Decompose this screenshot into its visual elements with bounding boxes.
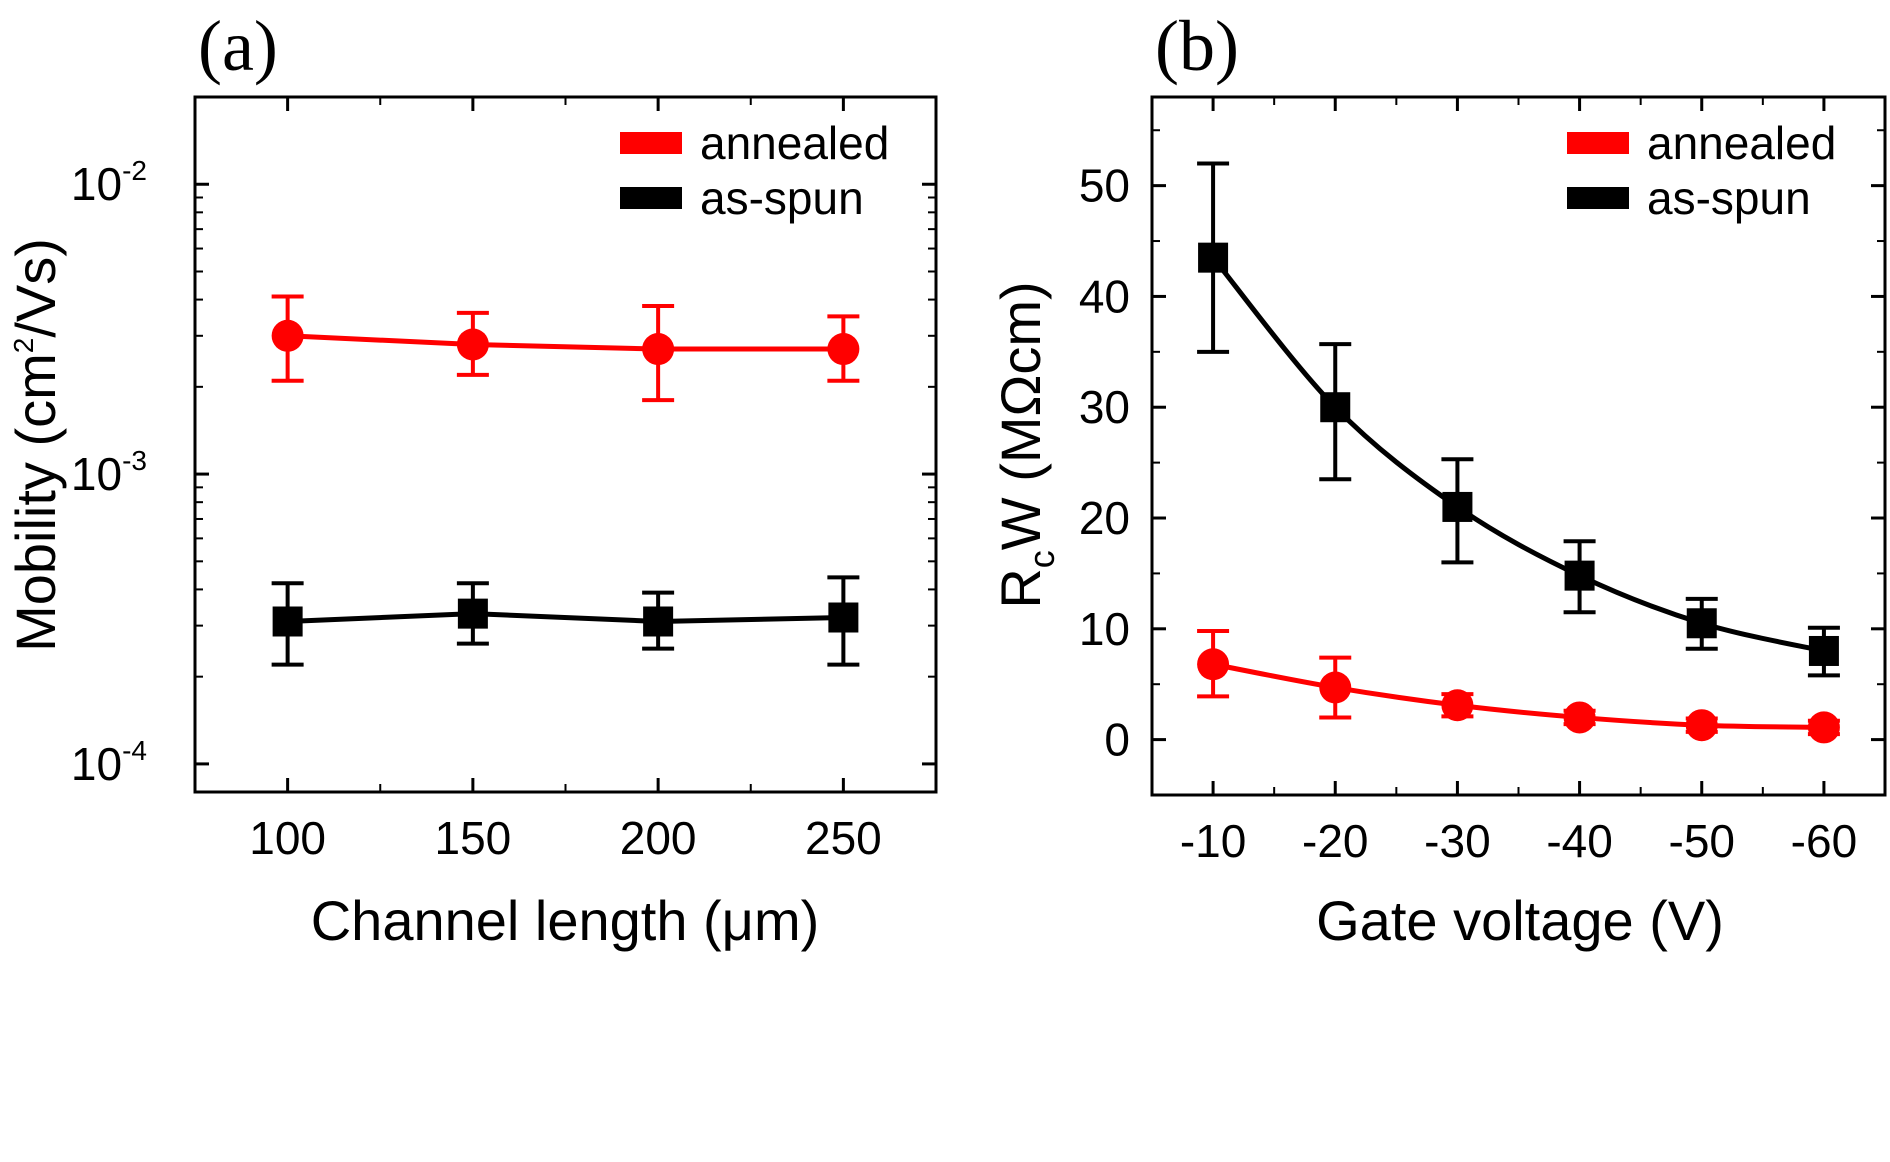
x-tick-label: -50 <box>1669 815 1735 867</box>
data-point-circle <box>1441 689 1473 721</box>
data-point-square <box>458 599 488 629</box>
x-tick-label: 100 <box>249 812 326 864</box>
y-tick-label: 30 <box>1079 381 1130 433</box>
y-tick-label: 10-3 <box>71 445 147 500</box>
y-tick-label: 0 <box>1104 714 1130 766</box>
panel-a-series <box>272 296 860 664</box>
legend-swatch-annealed <box>1567 132 1629 154</box>
data-point-circle <box>272 320 304 352</box>
series-line-annealed <box>288 336 844 349</box>
panel-a: (a) 100 150 200 250 10-4 10-3 10-2 annealedas-… <box>4 6 936 952</box>
panel-b-legend: annealedas-spun <box>1567 117 1836 224</box>
data-point-circle <box>1686 709 1718 741</box>
data-point-circle <box>1564 701 1596 733</box>
legend-swatch-as-spun <box>1567 187 1629 209</box>
data-point-square <box>1687 608 1717 638</box>
legend-label-as-spun: as-spun <box>1647 172 1811 224</box>
data-point-square <box>1320 392 1350 422</box>
data-point-square <box>828 603 858 633</box>
panel-b-ylabel-sub: c <box>1021 550 1062 568</box>
panel-label-a: (a) <box>198 6 278 86</box>
legend-label-annealed: annealed <box>1647 117 1836 169</box>
panel-b-ylabel-main: R <box>989 568 1052 608</box>
series-line-as-spun <box>288 614 844 622</box>
legend-label-as-spun: as-spun <box>700 172 864 224</box>
data-point-square <box>643 607 673 637</box>
x-tick-label: -40 <box>1546 815 1612 867</box>
legend-label-annealed: annealed <box>700 117 889 169</box>
series-line-as-spun <box>1213 258 1824 651</box>
data-point-square <box>1565 561 1595 591</box>
legend-swatch-as-spun <box>620 187 682 209</box>
y-tick-label: 40 <box>1079 270 1130 322</box>
y-tick-label: 20 <box>1079 492 1130 544</box>
panel-b-xlabel: Gate voltage (V) <box>1316 889 1724 952</box>
panel-a-ylabel: Mobility (cm2/Vs) <box>4 238 67 652</box>
panel-a-xlabel: Channel length (μm) <box>311 889 820 952</box>
panel-a-ylabel-main: Mobility (cm <box>4 353 67 652</box>
data-point-square <box>1198 243 1228 273</box>
data-point-circle <box>827 333 859 365</box>
panel-a-ylabel-end: /Vs) <box>4 238 67 338</box>
data-point-circle <box>642 333 674 365</box>
x-tick-label: 150 <box>435 812 512 864</box>
panel-a-ylabel-sup: 2 <box>8 338 39 354</box>
data-point-circle <box>457 328 489 360</box>
data-point-square <box>1442 492 1472 522</box>
panel-b-ylabel: RcW (MΩcm) <box>989 281 1062 608</box>
x-tick-label: 200 <box>620 812 697 864</box>
series-line-annealed <box>1213 664 1824 727</box>
x-tick-label: 250 <box>805 812 882 864</box>
x-tick-label: -10 <box>1180 815 1246 867</box>
y-tick-label: 10 <box>1079 603 1130 655</box>
x-tick-label: -30 <box>1424 815 1490 867</box>
panel-label-b: (b) <box>1155 6 1239 86</box>
y-tick-label: 50 <box>1079 160 1130 212</box>
data-point-circle <box>1197 648 1229 680</box>
panel-b: (b) -10 -20 -30 -40 -50 -60 0 10 20 30 40 50 anneal… <box>989 6 1885 952</box>
data-point-circle <box>1319 672 1351 704</box>
data-point-square <box>1809 636 1839 666</box>
x-tick-label: -60 <box>1791 815 1857 867</box>
data-point-square <box>273 607 303 637</box>
y-tick-label: 10-4 <box>71 735 147 790</box>
panel-b-series <box>1197 163 1840 743</box>
data-point-circle <box>1808 711 1840 743</box>
panel-b-ylabel-end: W (MΩcm) <box>989 281 1052 550</box>
y-tick-label: 10-2 <box>71 155 147 210</box>
legend-swatch-annealed <box>620 132 682 154</box>
panel-a-legend: annealedas-spun <box>620 117 889 224</box>
x-tick-label: -20 <box>1302 815 1368 867</box>
